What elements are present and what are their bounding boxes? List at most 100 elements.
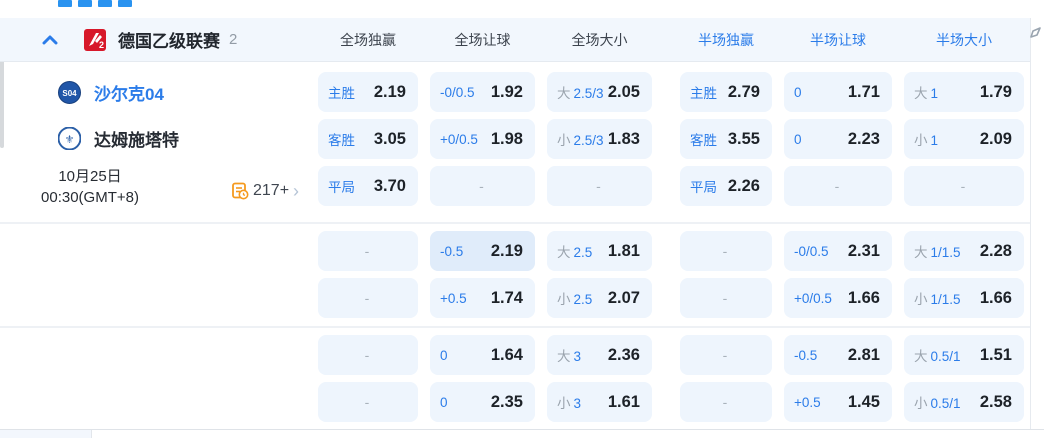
odds-value: 1.45 (847, 392, 880, 411)
odds-label: +0/0.5 (440, 131, 478, 147)
odds-cell[interactable]: 0 1.71 (784, 72, 892, 112)
odds-value: 2.79 (727, 82, 760, 101)
column-headers-row: 全场独赢 全场让球 全场大小 半场独赢 半场让球 半场大小 (0, 18, 1030, 61)
odds-label: 小 1/1.5 (914, 292, 961, 307)
odds-cell-empty: - (680, 278, 772, 318)
empty-dash: - (364, 394, 370, 410)
odds-cell[interactable]: 0 2.23 (784, 119, 892, 159)
odds-cell[interactable]: 小 2.5 2.07 (547, 278, 652, 318)
pin-arrow-icon[interactable] (1029, 26, 1042, 39)
odds-cell[interactable]: 平局 2.26 (680, 166, 772, 206)
odds-cell[interactable]: 大 3 2.36 (547, 335, 652, 375)
left-scrollbar-thumb[interactable] (0, 33, 4, 148)
alt-handicap-section-2: -0 1.64 大 3 2.36- -0.5 2.81 大 0.5/1 1.51-0 2.35 小 3 1… (0, 328, 1030, 430)
odds-value: 3.05 (373, 129, 406, 148)
column-header: 半场让球 (810, 31, 866, 48)
odds-cell[interactable]: 小 1/1.5 1.66 (904, 278, 1024, 318)
odds-cell-empty: - (680, 231, 772, 271)
odds-value: 1.61 (607, 392, 640, 411)
odds-cell[interactable]: 平局 3.70 (318, 166, 418, 206)
section-divider (0, 222, 1030, 224)
empty-dash: - (722, 243, 728, 259)
odds-cell-empty: - (784, 166, 892, 206)
odds-value: 2.05 (607, 82, 640, 101)
odds-value: 2.58 (979, 392, 1012, 411)
league-name: 德国乙级联赛 (118, 32, 220, 51)
odds-label: 小 2.5 (557, 292, 593, 307)
odds-cell[interactable]: 客胜 3.55 (680, 119, 772, 159)
odds-cell[interactable]: 大 0.5/1 1.51 (904, 335, 1024, 375)
odds-row: -0 2.35 小 3 1.61- +0.5 1.45 小 0.5/1 2.58 (0, 382, 1030, 422)
odds-value: 2.19 (490, 241, 523, 260)
odds-value: 2.26 (727, 176, 760, 195)
odds-cell[interactable]: 小 3 1.61 (547, 382, 652, 422)
home-team-name[interactable]: 沙尔克04 (94, 84, 164, 104)
odds-cell-empty: - (904, 166, 1024, 206)
odds-row: -0 1.64 大 3 2.36- -0.5 2.81 大 0.5/1 1.51 (0, 335, 1030, 375)
empty-dash: - (960, 178, 966, 194)
odds-cell[interactable]: -0/0.5 1.92 (430, 72, 535, 112)
odds-label-prefix: 大 (914, 245, 928, 260)
odds-cell[interactable]: -0/0.5 2.31 (784, 231, 892, 271)
odds-value: 1.71 (847, 82, 880, 101)
odds-row: 平局 3.70 - - 平局 2.26 - - (0, 166, 1030, 206)
home-team-row[interactable]: S04 沙尔克04 (58, 72, 164, 112)
odds-label-prefix: 大 (914, 349, 928, 364)
odds-label: 平局 (690, 180, 717, 195)
away-team-row[interactable]: ⚜ 达姆施塔特 (58, 118, 179, 158)
odds-cell[interactable]: 0 2.35 (430, 382, 535, 422)
odds-label-prefix: 大 (914, 86, 928, 101)
odds-cell[interactable]: 大 2.5 1.81 (547, 231, 652, 271)
odds-label-prefix: 大 (557, 245, 571, 260)
odds-label: 0 (440, 394, 448, 410)
section-divider (0, 326, 1030, 328)
odds-label: 主胜 (328, 86, 355, 101)
markets-doc-clock-icon (232, 182, 249, 200)
odds-cell[interactable]: 大 1 1.79 (904, 72, 1024, 112)
odds-cell[interactable]: -0.5 2.19 (430, 231, 535, 271)
odds-label: -0/0.5 (794, 243, 829, 259)
next-league-collapse-cell (0, 430, 92, 438)
more-markets-link[interactable]: 217+ › (231, 178, 299, 204)
collapse-chevron-up-icon[interactable] (42, 35, 58, 45)
odds-value: 1.64 (490, 345, 523, 364)
odds-cell[interactable]: 小 1 2.09 (904, 119, 1024, 159)
odds-cell[interactable]: 小 2.5/3 1.83 (547, 119, 652, 159)
odds-label: 小 0.5/1 (914, 396, 961, 411)
odds-value: 1.66 (847, 288, 880, 307)
odds-cell[interactable]: 大 1/1.5 2.28 (904, 231, 1024, 271)
odds-cell[interactable]: +0.5 1.74 (430, 278, 535, 318)
odds-cell[interactable]: +0.5 1.45 (784, 382, 892, 422)
odds-label-prefix: 小 (557, 396, 571, 411)
match-date: 10月25日 (58, 168, 122, 185)
odds-cell[interactable]: 0 1.64 (430, 335, 535, 375)
empty-dash: - (364, 290, 370, 306)
away-team-name[interactable]: 达姆施塔特 (94, 130, 179, 150)
odds-label: +0.5 (440, 290, 467, 306)
league-logo-icon: 2 (84, 28, 106, 51)
odds-cell[interactable]: 主胜 2.79 (680, 72, 772, 112)
odds-cell[interactable]: +0/0.5 1.66 (784, 278, 892, 318)
empty-dash: - (596, 178, 601, 194)
odds-value: 2.23 (847, 129, 880, 148)
odds-cell[interactable]: 小 0.5/1 2.58 (904, 382, 1024, 422)
odds-label: 0 (440, 347, 448, 363)
odds-cell[interactable]: 客胜 3.05 (318, 119, 418, 159)
empty-dash: - (722, 290, 728, 306)
odds-cell[interactable]: 大 2.5/3 2.05 (547, 72, 652, 112)
odds-label-prefix: 小 (914, 292, 928, 307)
odds-value: 2.35 (490, 392, 523, 411)
odds-label: 客胜 (328, 133, 355, 148)
odds-cell[interactable]: 主胜 2.19 (318, 72, 418, 112)
odds-label: -0.5 (794, 347, 818, 363)
odds-value: 1.81 (607, 241, 640, 260)
odds-value: 1.74 (490, 288, 523, 307)
odds-cell[interactable]: +0/0.5 1.98 (430, 119, 535, 159)
odds-label: 大 2.5/3 (557, 86, 604, 101)
alt-handicap-section: - -0.5 2.19 大 2.5 1.81 - -0/0.5 2.31 大 1/1.5 2.28 - +… (0, 224, 1030, 326)
svg-text:⚜: ⚜ (65, 133, 75, 146)
clipped-text-above (58, 0, 132, 7)
odds-label: +0.5 (794, 394, 821, 410)
odds-cell[interactable]: -0.5 2.81 (784, 335, 892, 375)
